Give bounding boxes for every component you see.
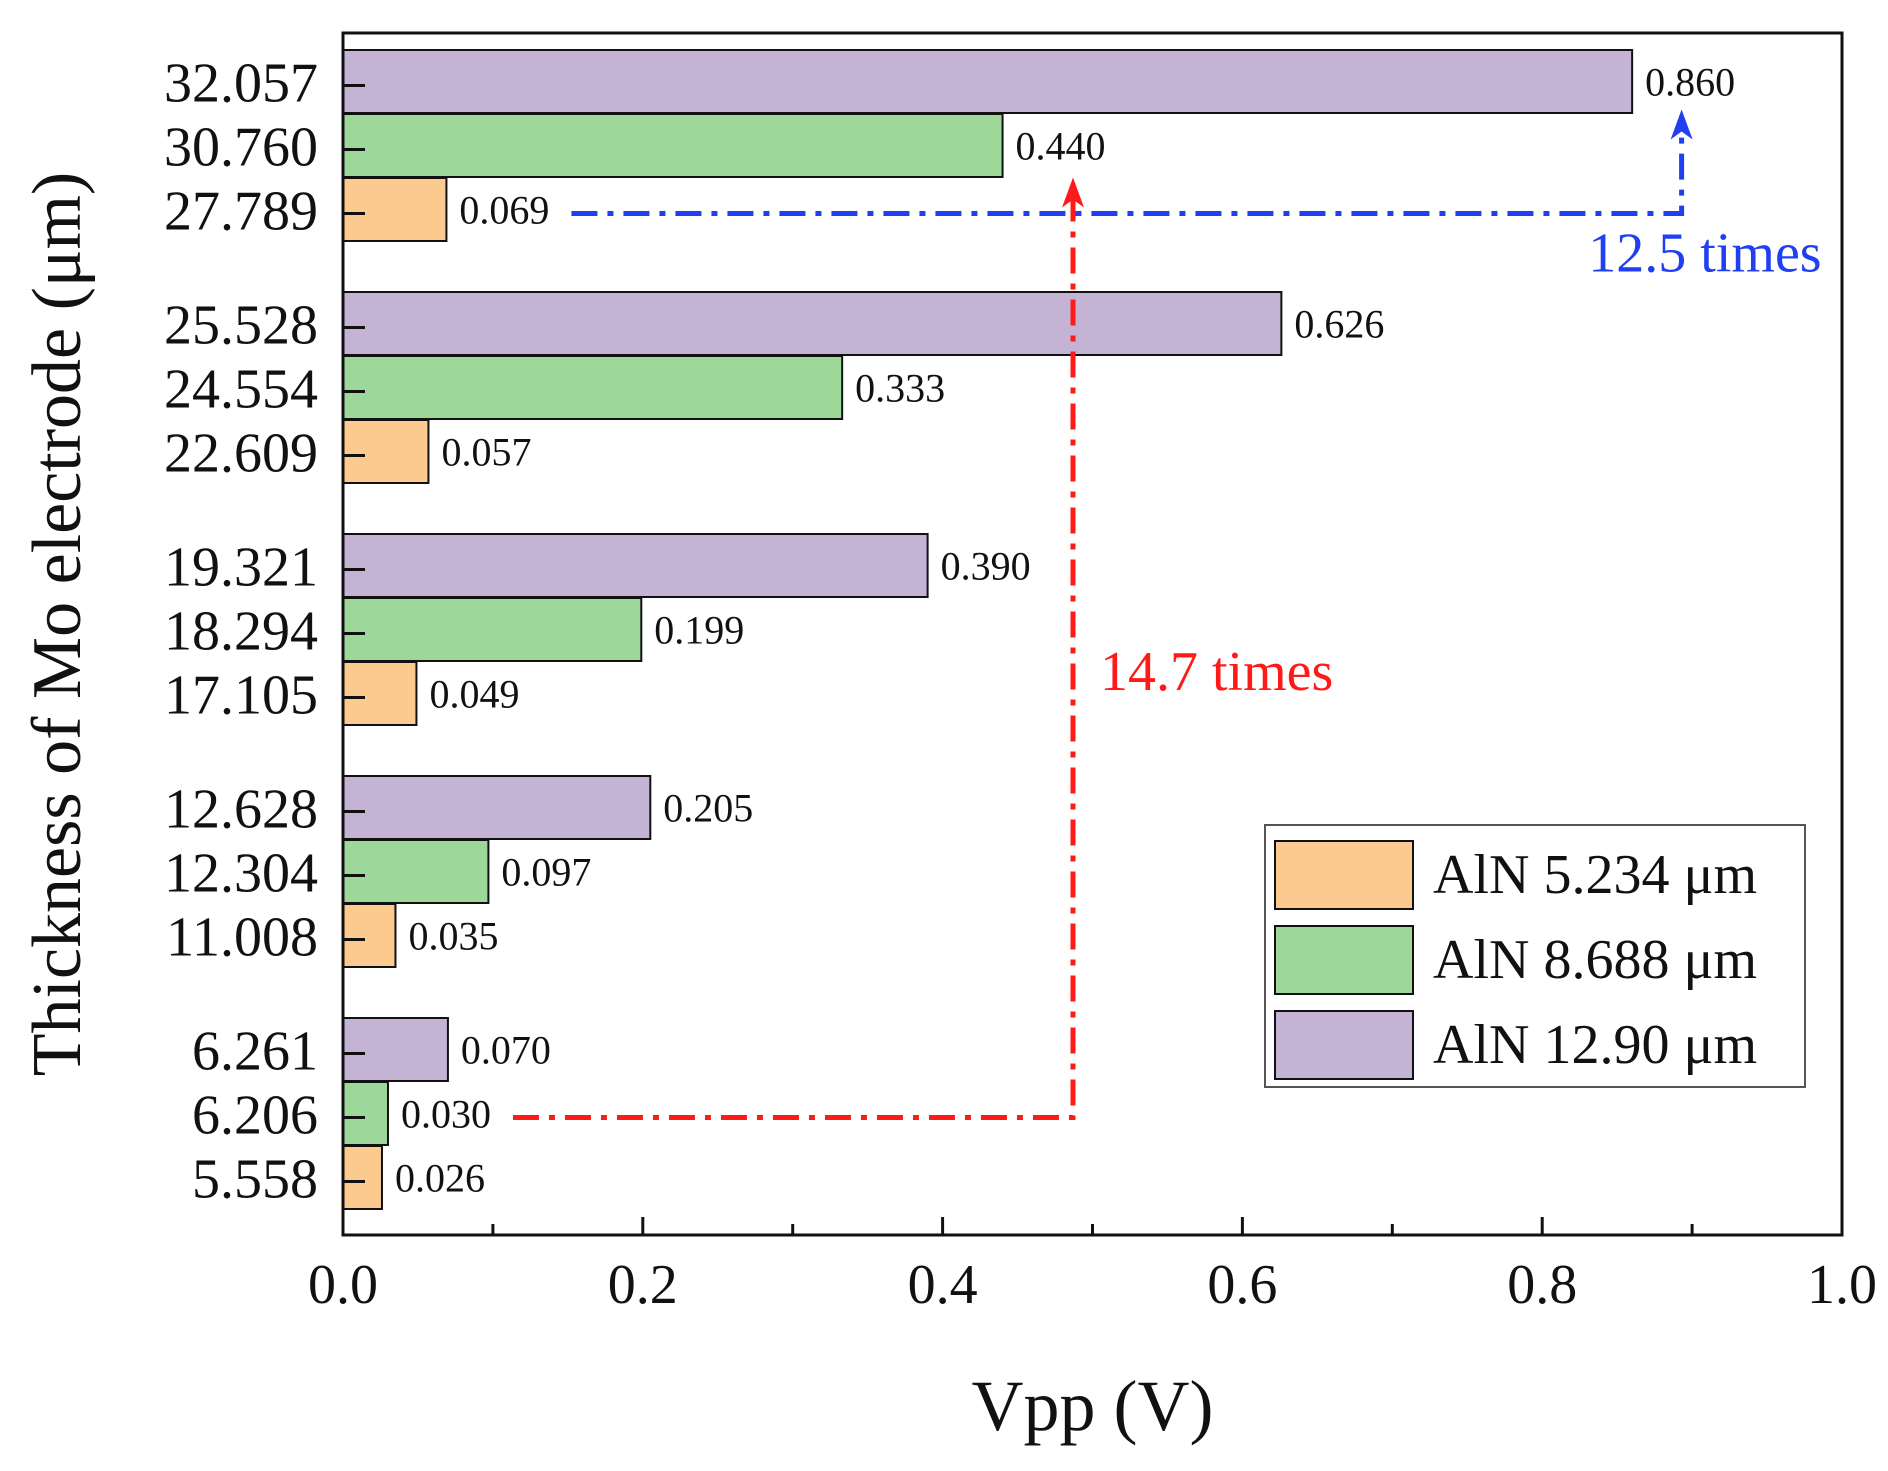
y-tick-label-27.789: 27.789 [164,181,318,243]
annotation-text-12-5-times: 12.5 times [1588,223,1821,285]
x-axis-title: Vpp (V) [972,1366,1214,1446]
bar-series1-5.558 [342,1145,383,1210]
bar-series3-6.261 [342,1017,449,1082]
annotation-arrow-12-5-times [1670,109,1693,140]
value-label-series1-11.008: 0.035 [408,914,498,959]
axes-layer: 5.558 11.008 17.105 22.609 27.789 6.206 12.304… [164,53,1877,1317]
y-axis-title: Thickness of Mo electrode (μm) [19,172,96,1076]
value-label-series2-12.304: 0.097 [501,850,591,895]
value-label-series2-18.294: 0.199 [654,608,744,653]
legend: AlN 5.234 μm AlN 8.688 μm AlN 12.90 μm [1264,824,1806,1088]
bar-series3-32.057 [342,49,1634,114]
y-tick-label-22.609: 22.609 [164,423,318,485]
legend-swatch-series3 [1274,1010,1414,1080]
x-tick-label-0.0: 0.0 [308,1254,378,1316]
bar-series3-19.321 [342,533,929,598]
x-tick-label-0.8: 0.8 [1507,1254,1577,1316]
annotations-layer: 12.5 times 14.7 times [512,109,1822,1120]
legend-label-series3: AlN 12.90 μm [1433,1014,1757,1076]
value-label-series1-5.558: 0.026 [395,1156,485,1201]
value-label-series1-27.789: 0.069 [459,188,549,233]
value-label-series3-32.057: 0.860 [1645,60,1735,105]
legend-swatch-series1 [1274,840,1414,910]
bar-series1-11.008 [342,903,397,968]
y-tick-label-18.294: 18.294 [164,601,318,663]
value-label-series3-6.261: 0.070 [461,1028,551,1073]
legend-items: AlN 5.234 μm AlN 8.688 μm AlN 12.90 μm [1274,840,1757,1080]
value-label-series1-22.609: 0.057 [441,430,531,475]
bar-series3-25.528 [342,291,1283,356]
annotation-line-12-5-times [571,131,1685,216]
value-label-series1-17.105: 0.049 [429,672,519,717]
y-tick-label-12.628: 12.628 [164,779,318,841]
bar-series1-27.789 [342,177,448,242]
bar-series3-12.628 [342,775,652,840]
x-tick-label-0.4: 0.4 [908,1254,978,1316]
bar-series1-22.609 [342,419,430,484]
bar-series2-12.304 [342,839,490,904]
annotation-line-14-7-times [512,199,1076,1120]
y-tick-label-6.206: 6.206 [192,1085,318,1147]
bar-series2-18.294 [342,597,643,662]
y-tick-label-24.554: 24.554 [164,359,318,421]
value-labels-layer: 0.026 0.035 0.049 0.057 0.069 0.030 0.097 0.199… [395,60,1735,1201]
value-label-series2-24.554: 0.333 [855,366,945,411]
y-tick-label-30.760: 30.760 [164,117,318,179]
y-tick-label-6.261: 6.261 [192,1021,318,1083]
y-tick-label-25.528: 25.528 [164,295,318,357]
value-label-series2-6.206: 0.030 [401,1092,491,1137]
bars-layer [342,49,1634,1210]
x-tick-label-1.0: 1.0 [1807,1254,1877,1316]
y-tick-label-32.057: 32.057 [164,53,318,115]
bar-series2-30.760 [342,113,1004,178]
value-label-series2-30.760: 0.440 [1016,124,1106,169]
value-label-series3-19.321: 0.390 [941,544,1031,589]
bar-series2-24.554 [342,355,844,420]
y-tick-label-12.304: 12.304 [164,843,318,905]
legend-swatch-series2 [1274,925,1414,995]
annotation-arrow-14-7-times [1062,177,1085,208]
legend-label-series1: AlN 5.234 μm [1433,844,1757,906]
bar-series1-17.105 [342,661,418,726]
bar-series2-6.206 [342,1081,389,1146]
x-tick-label-0.2: 0.2 [608,1254,678,1316]
annotation-text-14-7-times: 14.7 times [1100,641,1333,703]
x-tick-label-0.6: 0.6 [1207,1254,1277,1316]
y-tick-label-19.321: 19.321 [164,537,318,599]
y-tick-label-5.558: 5.558 [192,1149,318,1211]
legend-label-series2: AlN 8.688 μm [1433,929,1757,991]
value-label-series3-12.628: 0.205 [663,786,753,831]
y-tick-label-11.008: 11.008 [166,907,318,969]
y-tick-label-17.105: 17.105 [164,665,318,727]
value-label-series3-25.528: 0.626 [1294,302,1384,347]
